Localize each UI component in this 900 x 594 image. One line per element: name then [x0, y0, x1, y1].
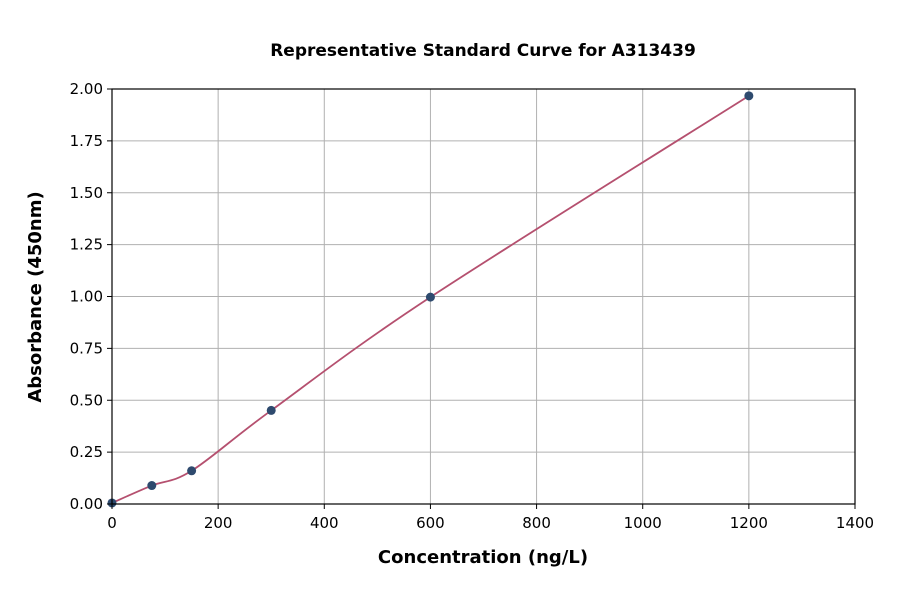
data-point: [266, 405, 276, 415]
grid: [111, 88, 856, 505]
x-axis-label: Concentration (ng/L): [378, 547, 588, 568]
x-tick-label: 600: [416, 514, 445, 532]
x-tick-label: 200: [204, 514, 233, 532]
x-tick-label: 1400: [836, 514, 874, 532]
data-point: [425, 292, 435, 302]
y-tick-label: 0.25: [70, 443, 103, 461]
chart-title: Representative Standard Curve for A31343…: [270, 41, 696, 61]
y-tick-label: 1.75: [70, 132, 103, 150]
y-tick-label: 1.00: [70, 288, 103, 306]
y-ticks: 0.00 0.25 0.50 0.75 1.00 1.25 1.50 1.75 2.00: [70, 80, 112, 513]
y-tick-label: 0.75: [70, 339, 103, 357]
x-tick-label: 400: [310, 514, 339, 532]
x-tick-label: 800: [522, 514, 551, 532]
y-axis-label: Absorbance (450nm): [25, 191, 46, 402]
y-tick-label: 2.00: [70, 80, 103, 98]
y-tick-label: 0.00: [70, 495, 103, 513]
data-point: [744, 91, 754, 101]
data-point: [147, 481, 157, 491]
x-tick-label: 1000: [624, 514, 662, 532]
y-tick-label: 1.25: [70, 236, 103, 254]
x-tick-label: 0: [107, 514, 117, 532]
x-tick-label: 1200: [730, 514, 768, 532]
y-tick-label: 1.50: [70, 184, 103, 202]
x-ticks: 0 200 400 600 800 1000 1200 1400: [107, 504, 874, 532]
data-point: [187, 466, 197, 476]
y-tick-label: 0.50: [70, 391, 103, 409]
